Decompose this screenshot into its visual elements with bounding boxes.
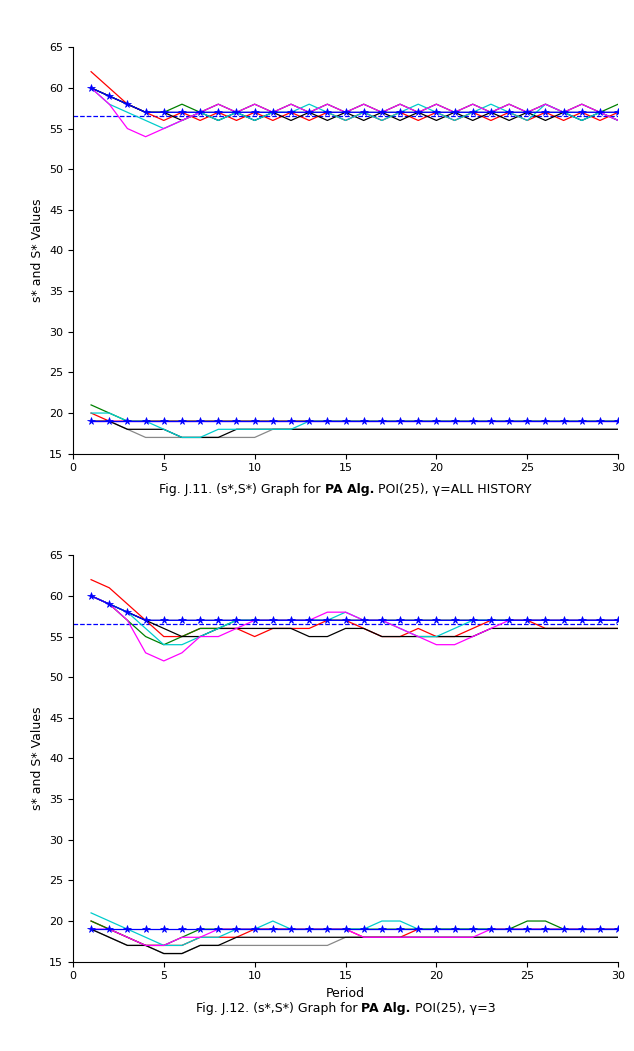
Text: POI(25), γ=ALL HISTORY: POI(25), γ=ALL HISTORY [374,483,532,496]
Y-axis label: s* and S* Values: s* and S* Values [30,199,44,303]
Text: Fig. J.12. (s*,S*) Graph for: Fig. J.12. (s*,S*) Graph for [196,1002,361,1014]
Text: PA Alg.: PA Alg. [361,1002,411,1014]
Y-axis label: s* and S* Values: s* and S* Values [30,706,44,810]
Text: Fig. J.11. (s*,S*) Graph for: Fig. J.11. (s*,S*) Graph for [159,483,325,496]
Text: PA Alg.: PA Alg. [325,483,374,496]
X-axis label: Period: Period [326,987,365,1000]
Text: POI(25), γ=3: POI(25), γ=3 [411,1002,495,1014]
